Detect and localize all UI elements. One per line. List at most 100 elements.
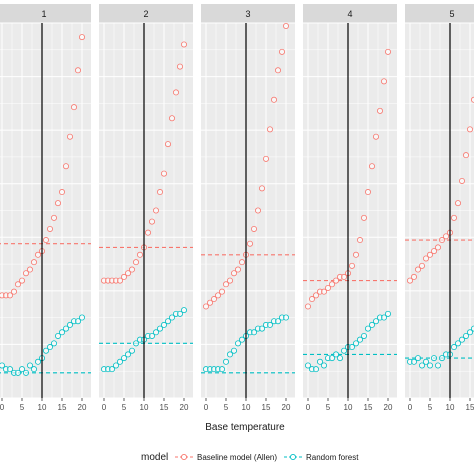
baseline-point xyxy=(360,214,367,221)
rf-point xyxy=(348,344,355,351)
baseline-point xyxy=(30,259,37,266)
legend-label-baseline: Baseline model (Allen) xyxy=(197,453,277,462)
baseline-point xyxy=(128,266,135,273)
rf-point xyxy=(79,314,86,321)
rf-point xyxy=(422,358,429,365)
baseline-point xyxy=(238,259,245,266)
baseline-point xyxy=(125,270,132,277)
baseline-point xyxy=(414,266,421,273)
facet-panel-1: 10 5 10 15 20 xyxy=(0,4,91,412)
rf-point xyxy=(340,347,347,354)
rf-point xyxy=(117,358,124,365)
rf-point xyxy=(30,366,37,373)
rf-point xyxy=(156,325,163,332)
rf-point xyxy=(180,307,187,314)
rf-point xyxy=(368,321,375,328)
baseline-point xyxy=(121,273,128,280)
facet-panel-3: 3 0 5 10 15 20 xyxy=(201,4,295,412)
rf-point xyxy=(410,358,417,365)
facet-strip-label: 5 xyxy=(449,9,454,19)
baseline-point xyxy=(356,237,363,244)
baseline-point xyxy=(180,41,187,48)
baseline-point xyxy=(266,126,273,133)
x-tick-label: 5 xyxy=(428,403,433,412)
baseline-point xyxy=(71,104,78,111)
baseline-point xyxy=(328,281,335,288)
x-tick-label: 20 xyxy=(384,403,393,412)
baseline-point xyxy=(222,281,229,288)
rf-point xyxy=(63,325,70,332)
baseline-point xyxy=(172,89,179,96)
x-tick-label: 15 xyxy=(262,403,271,412)
baseline-point xyxy=(324,284,331,291)
baseline-point xyxy=(458,177,465,184)
baseline-point xyxy=(454,200,461,207)
rf-point xyxy=(372,318,379,325)
legend-key-random-forest xyxy=(284,453,302,461)
baseline-point xyxy=(148,218,155,225)
facet-strip-label: 1 xyxy=(41,9,46,19)
x-tick-label: 0 xyxy=(306,403,311,412)
rf-point xyxy=(35,358,42,365)
facet-strip-label: 3 xyxy=(245,9,250,19)
x-tick-label: 5 xyxy=(224,403,229,412)
rf-point xyxy=(352,340,359,347)
rf-point xyxy=(132,340,139,347)
baseline-point xyxy=(55,200,62,207)
baseline-point xyxy=(262,155,269,162)
baseline-point xyxy=(274,67,281,74)
rf-point xyxy=(14,369,21,376)
baseline-point xyxy=(164,141,171,148)
rf-point xyxy=(176,310,183,317)
facet-panel-2: 20 5 10 15 20 xyxy=(99,4,193,412)
rf-point xyxy=(332,351,339,358)
baseline-point xyxy=(35,251,42,258)
baseline-point xyxy=(418,262,425,269)
rf-point xyxy=(320,362,327,369)
legend: model Baseline model (Allen) Random fore… xyxy=(141,452,359,463)
rf-point xyxy=(125,351,132,358)
rf-point xyxy=(234,340,241,347)
baseline-point xyxy=(434,244,441,251)
x-tick-label: 0 xyxy=(102,403,107,412)
baseline-point xyxy=(22,270,29,277)
baseline-point xyxy=(202,303,209,310)
rf-point xyxy=(109,366,116,373)
x-tick-label: 20 xyxy=(282,403,291,412)
rf-point xyxy=(226,351,233,358)
rf-point xyxy=(164,318,171,325)
rf-point xyxy=(121,355,128,362)
baseline-point xyxy=(372,133,379,140)
rf-point xyxy=(128,347,135,354)
rf-point xyxy=(51,340,58,347)
baseline-point xyxy=(7,292,13,299)
baseline-point xyxy=(368,163,375,170)
baseline-point xyxy=(430,248,437,255)
facet-strip xyxy=(0,4,91,23)
x-axis-title: Base temperature xyxy=(205,422,285,433)
rf-point xyxy=(316,358,323,365)
baseline-point xyxy=(258,185,265,192)
x-tick-label: 15 xyxy=(160,403,169,412)
x-tick-label: 10 xyxy=(344,403,353,412)
baseline-point xyxy=(218,288,225,295)
baseline-point xyxy=(117,277,124,284)
legend-label-random-forest: Random forest xyxy=(306,453,359,462)
baseline-point xyxy=(376,107,383,114)
rf-point xyxy=(250,329,257,336)
baseline-point xyxy=(450,214,457,221)
rf-point xyxy=(59,329,66,336)
x-tick-label: 15 xyxy=(58,403,67,412)
x-tick-label: 0 xyxy=(204,403,209,412)
rf-point xyxy=(380,314,387,321)
baseline-point xyxy=(63,163,70,170)
rf-point xyxy=(26,362,33,369)
baseline-point xyxy=(308,296,315,303)
baseline-point xyxy=(18,277,25,284)
baseline-point xyxy=(230,270,237,277)
facet-strip xyxy=(405,4,474,23)
baseline-point xyxy=(152,207,159,214)
baseline-point xyxy=(210,296,217,303)
